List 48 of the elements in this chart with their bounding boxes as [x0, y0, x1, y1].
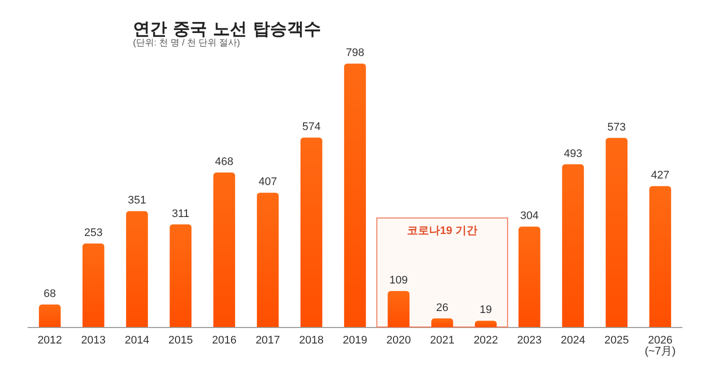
- data-label: 351: [128, 194, 146, 207]
- x-tick-label: 2014: [124, 334, 150, 346]
- x-tick-label: 2021: [430, 334, 454, 346]
- bar: [213, 172, 236, 327]
- x-tick-label: 2020: [386, 334, 411, 346]
- bar: [649, 186, 672, 327]
- bar: [300, 138, 322, 327]
- data-label: 26: [436, 302, 448, 314]
- chart-subtitle: (단위: 천 명 / 천 단위 절사): [133, 38, 240, 48]
- data-label: 574: [302, 121, 321, 134]
- bar: [606, 138, 628, 327]
- data-label: 573: [607, 121, 626, 134]
- x-tick-label: 2017: [256, 334, 280, 346]
- bar: [474, 320, 497, 327]
- data-label: 493: [564, 148, 582, 160]
- x-tick-label: 2026 (~7月): [644, 334, 676, 358]
- x-tick-label: 2024: [560, 334, 586, 346]
- data-label: 427: [651, 170, 670, 182]
- data-label: 311: [172, 208, 190, 220]
- bar: [38, 304, 61, 327]
- bar: [82, 244, 104, 327]
- bar: [170, 224, 192, 327]
- data-label: 407: [258, 176, 277, 188]
- x-tick-label: 2023: [517, 334, 542, 346]
- x-tick-label: 2018: [299, 334, 324, 346]
- x-tick-label: 2015: [168, 334, 193, 346]
- x-tick-label: 2012: [38, 334, 62, 346]
- x-tick-label: 2025: [604, 334, 629, 346]
- x-tick-label: 2016: [212, 334, 236, 346]
- x-tick-label: 2013: [81, 334, 106, 346]
- x-tick-label: 2022: [474, 334, 498, 346]
- bar: [256, 192, 279, 327]
- data-label: 109: [389, 274, 408, 287]
- bar: [518, 226, 540, 327]
- data-label: 468: [215, 156, 234, 168]
- bar: [562, 164, 584, 327]
- data-label: 68: [44, 288, 56, 300]
- data-label: 19: [480, 304, 492, 316]
- band-label: 코로나19 기간: [407, 225, 478, 237]
- bar: [344, 64, 366, 327]
- bar: [431, 318, 454, 327]
- bar: [126, 211, 148, 327]
- chart-title: 연간 중국 노선 탑승객수: [133, 20, 321, 40]
- data-label: 253: [84, 227, 103, 240]
- x-tick-label: 2019: [342, 334, 368, 346]
- data-label: 798: [346, 47, 364, 60]
- data-label: 304: [520, 210, 539, 222]
- bar: [388, 291, 410, 327]
